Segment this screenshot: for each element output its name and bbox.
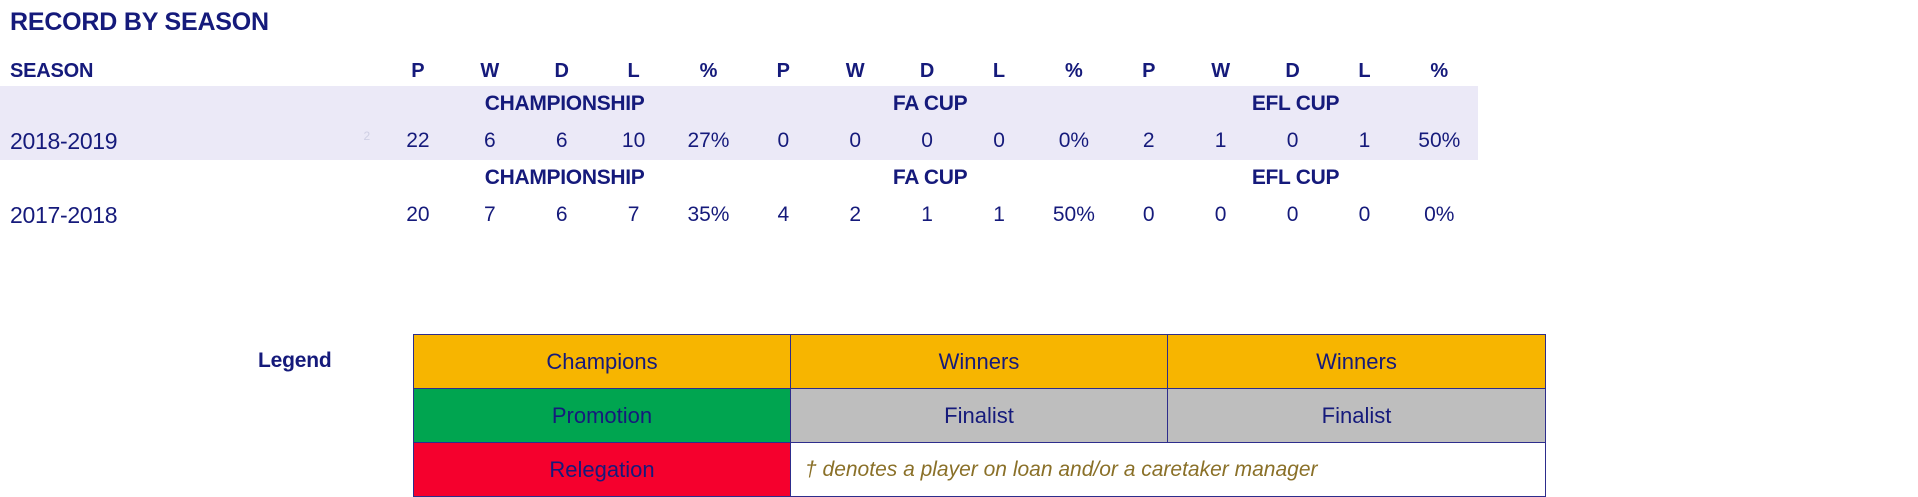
cell-championship-d: 6 — [525, 122, 598, 160]
cell-eflcup-pct: 50% — [1400, 122, 1479, 160]
competition-name-championship: CHAMPIONSHIP — [484, 166, 645, 189]
spacer-cell-right — [1478, 56, 1918, 86]
competition-name-facup: FA CUP — [747, 86, 1113, 122]
cell-championship-pct: 27% — [669, 122, 748, 160]
column-header-championship-p[interactable]: P — [411, 59, 425, 82]
column-header-championship-pct[interactable]: % — [699, 59, 718, 82]
cell-eflcup-pct: 0% — [1424, 203, 1455, 226]
legend-footnote-text: † denotes a player on loan and/or a care… — [790, 442, 1546, 497]
column-header-facup-w[interactable]: W — [845, 59, 865, 82]
table-header-row: SEASON P W D L % P W D L % P W D L % — [0, 56, 1918, 86]
cell-facup-w: 0 — [819, 122, 892, 160]
cell-eflcup-p: 0 — [1142, 203, 1155, 226]
cell-facup-l: 0 — [963, 122, 1035, 160]
cell-championship-p: 20 — [406, 203, 430, 226]
spacer-cell — [354, 56, 382, 86]
cell-championship-l: 10 — [597, 122, 670, 160]
cell-championship-p: 22 — [381, 122, 454, 160]
cell-facup-d: 0 — [891, 122, 964, 160]
footnote-superscript: 2 — [363, 128, 371, 143]
legend-row-champions: Champions Winners Winners — [413, 334, 1546, 389]
table-row[interactable]: 2018-2019 2 22 6 6 10 27% 0 0 0 0 0% 2 1… — [0, 122, 1918, 160]
column-header-championship-w[interactable]: W — [480, 59, 500, 82]
cell-eflcup-d: 0 — [1256, 122, 1329, 160]
competition-row-spacer — [0, 160, 354, 196]
column-header-facup-d[interactable]: D — [919, 59, 935, 82]
legend-cell-champions: Champions — [413, 334, 791, 389]
competition-label-row: CHAMPIONSHIP FA CUP EFL CUP — [0, 86, 1918, 122]
legend-row-promotion: Promotion Finalist Finalist — [413, 388, 1546, 443]
spacer-cell — [353, 86, 382, 122]
column-header-facup-p[interactable]: P — [776, 59, 790, 82]
spacer-cell-right — [1478, 160, 1918, 196]
table-row[interactable]: 2017-2018 20 7 6 7 35% 4 2 1 1 50% 0 0 0… — [0, 196, 1918, 234]
cell-championship-pct: 35% — [687, 203, 730, 226]
cell-championship-l: 7 — [627, 203, 640, 226]
spacer-cell-right — [1478, 122, 1918, 160]
cell-facup-pct: 50% — [1052, 203, 1095, 226]
cell-eflcup-w: 0 — [1214, 203, 1227, 226]
column-header-eflcup-p[interactable]: P — [1142, 59, 1156, 82]
legend-cell-relegation: Relegation — [413, 442, 791, 497]
column-header-season[interactable]: SEASON — [10, 59, 94, 82]
competition-name-eflcup: EFL CUP — [1112, 86, 1479, 122]
cell-championship-w: 7 — [483, 203, 496, 226]
cell-eflcup-l: 1 — [1328, 122, 1401, 160]
column-header-facup-pct[interactable]: % — [1064, 59, 1083, 82]
season-record-table: SEASON P W D L % P W D L % P W D L % — [0, 56, 1918, 234]
spacer-cell-right — [1478, 86, 1918, 122]
column-header-eflcup-d[interactable]: D — [1285, 59, 1300, 82]
competition-row-spacer — [0, 86, 354, 122]
column-header-eflcup-l[interactable]: L — [1358, 59, 1371, 82]
column-header-eflcup-pct[interactable]: % — [1430, 59, 1449, 82]
cell-eflcup-d: 0 — [1286, 203, 1299, 226]
spacer-cell-right — [1478, 196, 1918, 234]
legend-cell-eflcup-finalist: Finalist — [1167, 388, 1546, 443]
column-header-facup-l[interactable]: L — [992, 59, 1006, 82]
cell-facup-p: 4 — [777, 203, 790, 226]
cell-eflcup-w: 1 — [1184, 122, 1257, 160]
legend-cell-facup-winners: Winners — [790, 334, 1168, 389]
legend-label: Legend — [258, 349, 332, 372]
legend-table: Champions Winners Winners Promotion Fina… — [413, 334, 1546, 497]
cell-facup-p: 0 — [747, 122, 820, 160]
column-header-championship-d[interactable]: D — [554, 59, 569, 82]
cell-championship-d: 6 — [555, 203, 568, 226]
legend-cell-facup-finalist: Finalist — [790, 388, 1168, 443]
competition-name-championship: CHAMPIONSHIP — [381, 86, 748, 122]
spacer-cell — [354, 160, 382, 196]
page-title: RECORD BY SEASON — [10, 8, 269, 36]
cell-facup-w: 2 — [849, 203, 862, 226]
cell-championship-w: 6 — [453, 122, 526, 160]
column-header-eflcup-w[interactable]: W — [1211, 59, 1231, 82]
legend-row-relegation: Relegation † denotes a player on loan an… — [413, 442, 1546, 497]
legend-cell-eflcup-winners: Winners — [1167, 334, 1546, 389]
cell-eflcup-p: 2 — [1112, 122, 1185, 160]
competition-name-facup: FA CUP — [892, 166, 968, 189]
cell-facup-d: 1 — [921, 203, 933, 226]
column-header-championship-l[interactable]: L — [627, 59, 640, 82]
footnote-marker: 2 — [353, 122, 382, 160]
competition-label-row: CHAMPIONSHIP FA CUP EFL CUP — [0, 160, 1918, 196]
cell-facup-l: 1 — [993, 203, 1005, 226]
season-label: 2018-2019 — [0, 122, 354, 160]
cell-eflcup-l: 0 — [1358, 203, 1371, 226]
competition-name-eflcup: EFL CUP — [1251, 166, 1340, 189]
footnote-marker — [354, 196, 382, 234]
legend-cell-promotion: Promotion — [413, 388, 791, 443]
cell-facup-pct: 0% — [1034, 122, 1113, 160]
season-label: 2017-2018 — [10, 201, 118, 228]
